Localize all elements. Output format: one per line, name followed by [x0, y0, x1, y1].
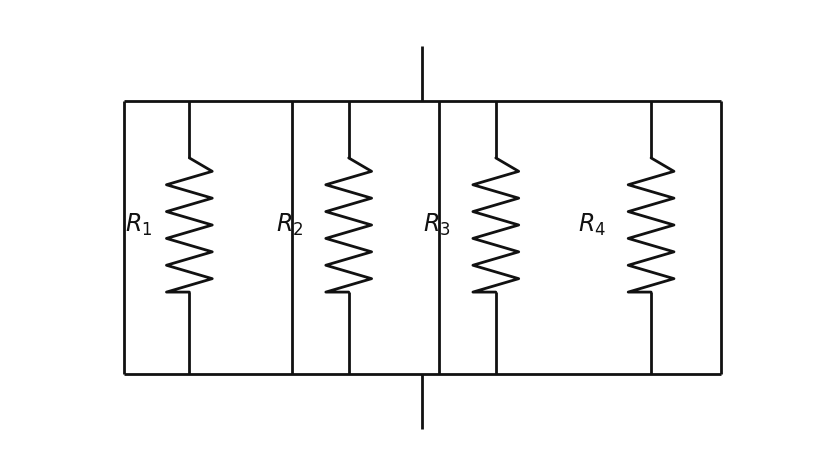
Text: $R_3$: $R_3$ — [423, 212, 450, 238]
Text: $R_2$: $R_2$ — [276, 212, 303, 238]
Text: $R_4$: $R_4$ — [577, 212, 605, 238]
Text: $R_1$: $R_1$ — [125, 212, 152, 238]
